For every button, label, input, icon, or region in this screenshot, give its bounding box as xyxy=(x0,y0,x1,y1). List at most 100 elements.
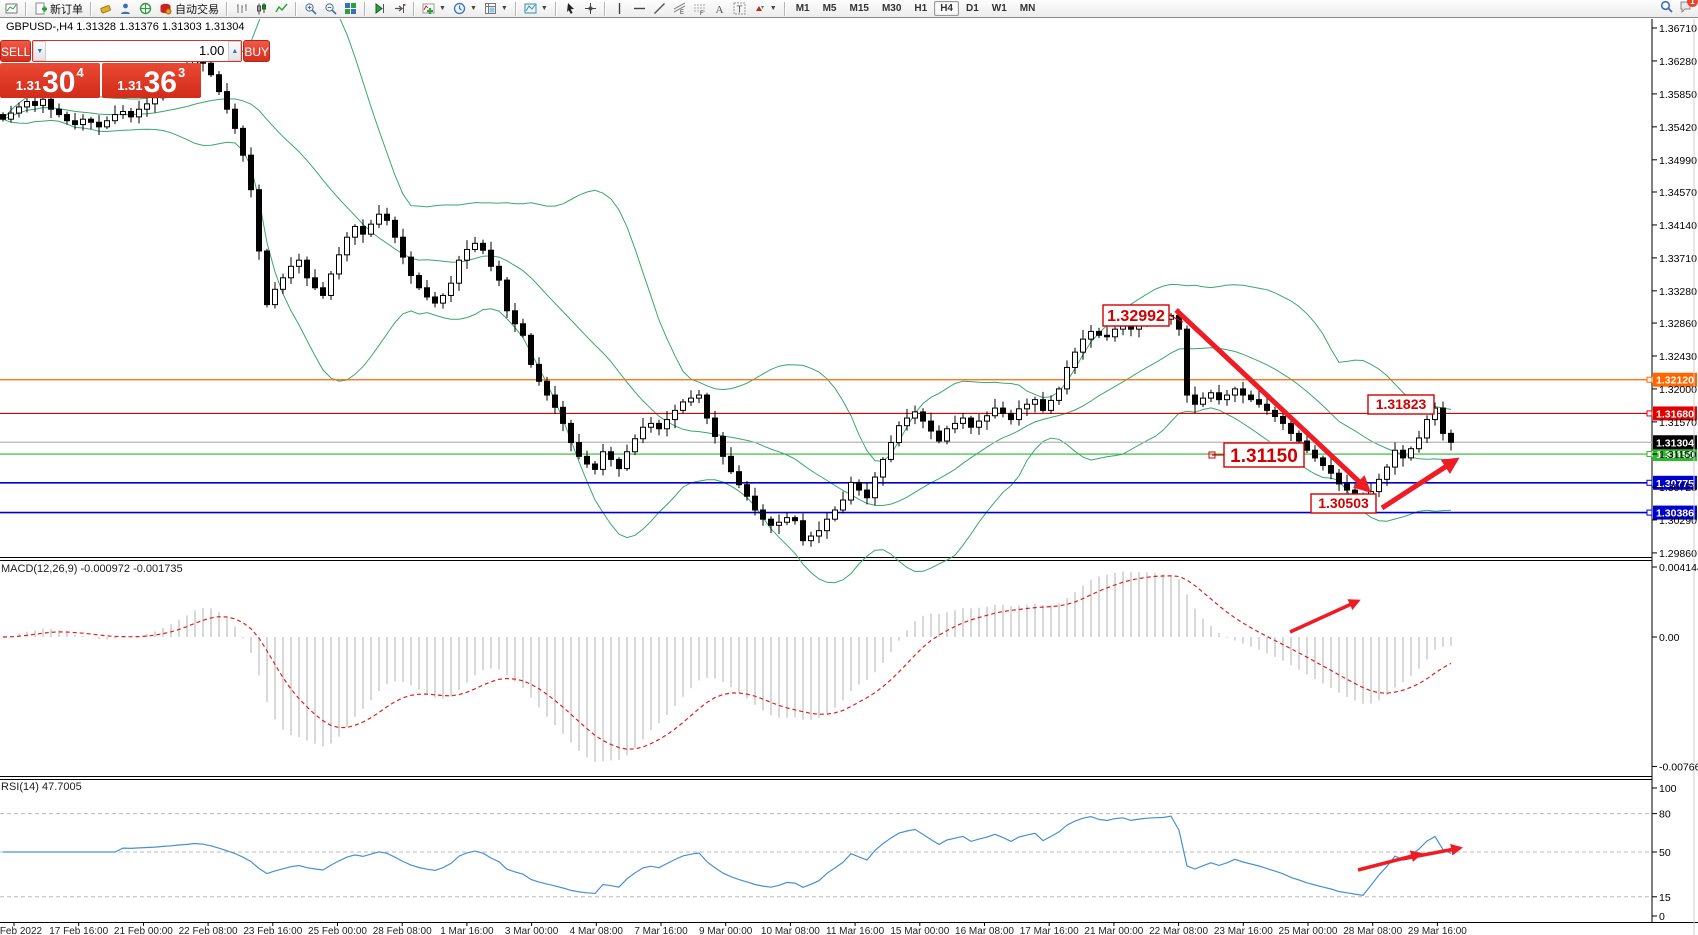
dropdown-arrow[interactable]: ▼ xyxy=(439,5,446,12)
label-icon[interactable]: T xyxy=(730,1,749,17)
svg-text:80: 80 xyxy=(1659,809,1671,821)
buy-price-sup: 3 xyxy=(177,65,186,80)
timeframe-m15-button[interactable]: M15 xyxy=(849,3,869,14)
dropdown-arrow[interactable]: ▼ xyxy=(540,5,548,12)
svg-text:1.33710: 1.33710 xyxy=(1659,253,1697,265)
toolbar-separator xyxy=(295,1,297,16)
price-annotation-box[interactable] xyxy=(1367,394,1435,415)
svg-text:1.32430: 1.32430 xyxy=(1659,351,1697,363)
chart-profile-icon[interactable]: ▼ xyxy=(521,1,551,17)
dropdown-arrow[interactable]: ▼ xyxy=(469,5,477,12)
toolbar-separator xyxy=(554,1,557,16)
timeframe-m1-button[interactable]: M1 xyxy=(795,3,810,14)
toolbar-separator xyxy=(226,1,228,16)
timeframe-d1-button[interactable]: D1 xyxy=(966,3,979,14)
volume-decrease-button[interactable]: ▼ xyxy=(33,41,47,61)
svg-text:3 Mar 00:00: 3 Mar 00:00 xyxy=(505,926,559,935)
svg-text:1.33280: 1.33280 xyxy=(1659,286,1697,298)
text-icon[interactable]: A xyxy=(710,1,729,17)
svg-text:1.35850: 1.35850 xyxy=(1659,89,1697,101)
svg-text:1.32000: 1.32000 xyxy=(1659,384,1697,396)
new-order-button[interactable]: 新订单 xyxy=(31,1,86,17)
eraser-icon[interactable] xyxy=(96,1,115,17)
svg-text:-0.007664: -0.007664 xyxy=(1659,761,1698,773)
price-chart[interactable]: 1.321201.316801.311501.307751.303861.313… xyxy=(0,19,1698,935)
buy-button[interactable]: BUY xyxy=(243,40,271,62)
svg-text:0: 0 xyxy=(1659,911,1665,923)
toolbar-separator xyxy=(514,1,517,16)
vline-icon[interactable] xyxy=(610,1,629,17)
svg-text:17 Feb 16:00: 17 Feb 16:00 xyxy=(49,926,108,935)
trend-arrow[interactable] xyxy=(1401,843,1463,861)
svg-text:25 Mar 00:00: 25 Mar 00:00 xyxy=(1279,926,1338,935)
search-icon[interactable] xyxy=(1660,0,1673,18)
svg-text:1.32860: 1.32860 xyxy=(1659,318,1697,330)
chart-shift-icon[interactable] xyxy=(390,1,409,17)
zoom-in-icon[interactable] xyxy=(301,1,320,17)
svg-text:T: T xyxy=(736,5,742,16)
trend-arrow[interactable] xyxy=(1380,457,1460,511)
dropdown-arrow[interactable]: ▼ xyxy=(769,5,777,12)
chart-area[interactable]: 1.32120 1.31680 1.31150 1.30775 1.30386 1.313… xyxy=(0,19,1698,935)
price-annotation-box[interactable] xyxy=(1102,304,1170,327)
toolbar-separator xyxy=(364,1,366,16)
svg-text:16 Feb 2022: 16 Feb 2022 xyxy=(0,926,43,935)
sell-button[interactable]: SELL xyxy=(0,40,32,62)
macd-label: MACD(12,26,9) -0.000972 -0.001735 xyxy=(1,563,183,575)
timeframe-m5-button[interactable]: M5 xyxy=(822,3,837,14)
svg-text:1.30503: 1.30503 xyxy=(1318,495,1369,511)
bollinger-layer xyxy=(2,19,1452,584)
trendline-icon[interactable] xyxy=(650,1,669,17)
annotation-layer: 1.32992 1.31150 1.31823 1.30503 xyxy=(1102,304,1463,872)
buy-price-tile[interactable]: 1.31 36 3 xyxy=(101,63,201,98)
svg-text:4 Mar 08:00: 4 Mar 08:00 xyxy=(570,926,624,935)
toolbar-separator xyxy=(90,1,92,16)
axis-layer: 1.321201.316801.311501.307751.303861.313… xyxy=(0,19,1698,935)
svg-text:23 Mar 16:00: 23 Mar 16:00 xyxy=(1214,926,1273,935)
bars-chart-icon[interactable] xyxy=(232,1,251,17)
crosshair-icon[interactable] xyxy=(581,1,600,17)
equidistant-channel-icon[interactable]: E xyxy=(670,1,689,17)
volume-increase-button[interactable]: ▲ xyxy=(228,41,242,61)
sell-price-tile[interactable]: 1.31 30 4 xyxy=(0,63,100,98)
svg-text:1.30290: 1.30290 xyxy=(1659,515,1697,527)
templates-icon[interactable]: ▼ xyxy=(481,1,511,17)
chart-ohlc-header: GBPUSD-,H4 1.31328 1.31376 1.31303 1.313… xyxy=(6,21,245,33)
svg-text:1.30386: 1.30386 xyxy=(1656,508,1694,520)
svg-text:1.32120: 1.32120 xyxy=(1656,375,1694,387)
auto-scroll-icon[interactable] xyxy=(370,1,389,17)
hline-icon[interactable] xyxy=(630,1,649,17)
candles-chart-icon[interactable] xyxy=(252,1,271,17)
news-icon[interactable] xyxy=(136,1,155,17)
line-chart-icon[interactable] xyxy=(272,1,291,17)
contacts-icon[interactable] xyxy=(116,1,135,17)
timeframe-mn-button[interactable]: MN xyxy=(1019,3,1036,14)
periods-icon[interactable]: ▼ xyxy=(450,1,480,17)
buy-price-small: 1.31 xyxy=(117,78,143,93)
cursor-icon[interactable] xyxy=(561,1,580,17)
fibonacci-icon[interactable]: F xyxy=(690,1,709,17)
svg-text:9 Mar 00:00: 9 Mar 00:00 xyxy=(699,926,753,935)
svg-text:21 Mar 00:00: 21 Mar 00:00 xyxy=(1084,926,1143,935)
timeframe-w1-button[interactable]: W1 xyxy=(991,3,1007,14)
trend-arrow[interactable] xyxy=(1289,599,1361,634)
price-annotation-box[interactable] xyxy=(1310,493,1377,514)
volume-input[interactable] xyxy=(46,41,229,61)
chat-icon[interactable]: 1 xyxy=(1679,0,1698,18)
timeframe-h1-button[interactable]: H1 xyxy=(914,3,928,14)
svg-text:23 Feb 16:00: 23 Feb 16:00 xyxy=(243,926,302,935)
tile-windows-icon[interactable] xyxy=(341,1,360,17)
autotrading-button[interactable]: 自动交易 xyxy=(156,1,222,17)
indicators-icon[interactable]: ▼ xyxy=(419,1,449,17)
trend-arrow[interactable] xyxy=(1174,308,1372,493)
svg-text:16 Mar 08:00: 16 Mar 08:00 xyxy=(955,926,1014,935)
price-annotation-box[interactable] xyxy=(1223,442,1305,468)
arrows-icon[interactable]: ▼ xyxy=(750,1,780,17)
timeframe-m30-button[interactable]: M30 xyxy=(881,3,902,14)
zoom-out-icon[interactable] xyxy=(321,1,340,17)
app-icon[interactable] xyxy=(2,1,21,17)
timeframe-h4-button[interactable]: H4 xyxy=(934,1,959,16)
dropdown-arrow[interactable]: ▼ xyxy=(500,5,508,12)
svg-text:17 Mar 16:00: 17 Mar 16:00 xyxy=(1020,926,1079,935)
